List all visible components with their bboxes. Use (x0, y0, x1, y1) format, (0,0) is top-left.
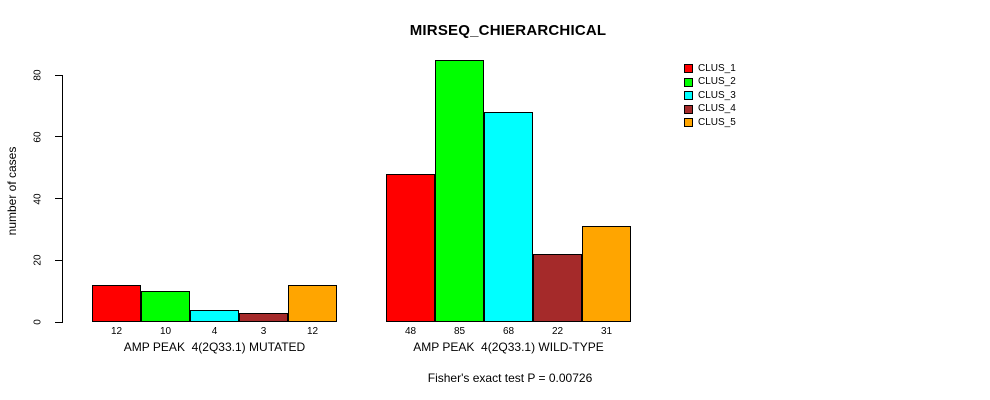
bar-value-label: 31 (600, 326, 613, 337)
bar-clus_2-group2 (435, 59, 484, 322)
legend-label: CLUS_1 (698, 62, 736, 74)
bar-value-label: 68 (502, 326, 515, 337)
legend-swatch (684, 104, 693, 114)
y-tick-label: 0 (32, 319, 44, 325)
y-tick-mark (55, 321, 62, 323)
bar-clus_4-group1 (239, 312, 288, 322)
bar-value-label: 85 (453, 326, 466, 337)
legend-item-clus_5: CLUS_5 (684, 116, 736, 130)
category-label: AMP PEAK 4(2Q33.1) MUTATED (123, 340, 306, 354)
legend-item-clus_4: CLUS_4 (684, 103, 736, 117)
bar-value-label: 22 (551, 326, 564, 337)
bar-clus_1-group1 (92, 284, 141, 322)
bar-clus_4-group2 (533, 254, 582, 322)
y-tick-label: 20 (32, 254, 44, 266)
bar-value-label: 12 (110, 326, 123, 337)
bar-value-label: 3 (260, 326, 267, 337)
bar-clus_3-group2 (484, 112, 533, 322)
y-tick-mark (55, 74, 62, 76)
bar-clus_3-group1 (190, 309, 239, 322)
y-tick-label: 40 (32, 192, 44, 205)
y-axis-label: number of cases (5, 146, 19, 236)
legend-swatch (684, 118, 693, 128)
legend-label: CLUS_4 (698, 103, 736, 115)
y-tick-label: 80 (32, 69, 44, 81)
bar-clus_5-group2 (582, 226, 631, 322)
legend-label: CLUS_5 (698, 116, 736, 128)
y-tick-mark (55, 136, 62, 138)
legend-label: CLUS_3 (698, 89, 736, 101)
legend-swatch (684, 77, 693, 87)
bar-value-label: 48 (404, 326, 417, 337)
bar-value-label: 12 (306, 326, 319, 337)
bar-clus_2-group1 (141, 291, 190, 322)
legend-label: CLUS_2 (698, 76, 736, 88)
category-label: AMP PEAK 4(2Q33.1) WILD-TYPE (413, 340, 604, 354)
y-axis-line (62, 75, 63, 323)
legend-item-clus_1: CLUS_1 (684, 62, 736, 76)
y-tick-mark (55, 198, 62, 199)
y-tick-label: 60 (32, 131, 44, 143)
legend-item-clus_3: CLUS_3 (684, 89, 736, 103)
legend-swatch (684, 91, 693, 101)
legend: CLUS_1 CLUS_2 CLUS_3 CLUS_4 CLUS_5 (684, 62, 736, 130)
annotation-text: Fisher's exact test P = 0.00726 (427, 371, 593, 385)
chart-title: MIRSEQ_CHIERARCHICAL (409, 22, 607, 39)
bar-value-label: 10 (159, 326, 172, 337)
bar-clus_5-group1 (288, 284, 337, 322)
legend-item-clus_2: CLUS_2 (684, 76, 736, 90)
legend-swatch (684, 64, 693, 74)
bar-value-label: 4 (211, 326, 218, 337)
bar-clus_1-group2 (386, 173, 435, 322)
y-tick-mark (55, 259, 62, 261)
